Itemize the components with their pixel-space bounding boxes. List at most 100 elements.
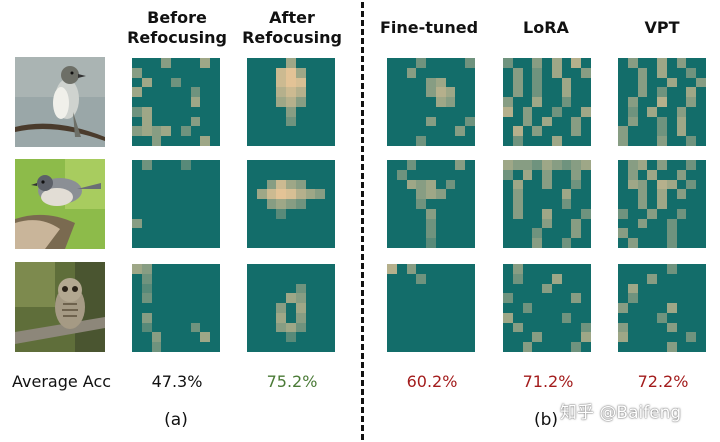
heat-cell — [171, 283, 181, 294]
heat-cell — [325, 264, 335, 274]
heat-cell — [180, 169, 191, 180]
heat-cell — [637, 126, 648, 137]
heat-cell — [141, 136, 152, 146]
heat-cell — [266, 332, 277, 343]
heat-cell — [676, 77, 687, 88]
heat-cell — [647, 322, 658, 333]
heat-cell — [132, 228, 142, 239]
heat-cell — [132, 303, 142, 313]
heat-cell — [247, 87, 257, 98]
heat-cell — [657, 160, 667, 170]
heat-cell — [247, 136, 257, 146]
heat-cell — [151, 264, 162, 274]
heat-cell — [522, 136, 533, 146]
heat-cell — [657, 228, 667, 239]
heat-cell — [696, 283, 706, 294]
heat-cell — [532, 58, 543, 68]
heat-cell — [396, 218, 407, 229]
heat-cell — [465, 199, 475, 209]
heat-cell — [247, 342, 257, 352]
heat-cell — [416, 342, 427, 352]
heat-cell — [180, 332, 191, 343]
heat-cell — [696, 87, 706, 98]
heat-cell — [295, 189, 306, 200]
heat-cell — [141, 199, 152, 209]
heat-cell — [676, 322, 687, 333]
heat-cell — [132, 58, 142, 68]
heat-cell — [286, 322, 296, 333]
heat-cell — [666, 342, 677, 352]
heat-cell — [445, 199, 456, 209]
heat-cell — [387, 228, 397, 239]
heat-cell — [676, 228, 687, 239]
heat-cell — [551, 312, 562, 323]
heat-cell — [161, 342, 172, 352]
heat-cell — [406, 218, 417, 229]
heat-cell — [542, 106, 552, 117]
heat-cell — [305, 208, 316, 219]
heat-cell — [151, 208, 162, 219]
heat-cell — [647, 189, 658, 200]
heat-cell — [180, 238, 191, 248]
heat-cell — [532, 332, 543, 343]
heat-cell — [561, 116, 572, 127]
heat-cell — [247, 179, 257, 190]
heat-cell — [581, 199, 591, 209]
heat-cell — [286, 199, 296, 209]
heat-cell — [305, 273, 316, 284]
heat-cell — [618, 208, 628, 219]
heat-cell — [396, 67, 407, 78]
heat-cell — [618, 283, 628, 294]
heat-cell — [676, 293, 687, 304]
heat-cell — [686, 332, 697, 343]
heat-cell — [647, 87, 658, 98]
heat-cell — [503, 160, 513, 170]
heat-cell — [435, 218, 446, 229]
heat-cell — [503, 136, 513, 146]
heat-cell — [200, 199, 211, 209]
heat-cell — [542, 179, 552, 190]
heat-cell — [627, 87, 638, 98]
heat-cell — [315, 126, 326, 137]
heat-cell — [455, 273, 466, 284]
heat-cell — [657, 67, 667, 78]
heat-cell — [315, 228, 326, 239]
heat-cell — [522, 116, 533, 127]
heat-cell — [571, 283, 582, 294]
heat-cell — [387, 312, 397, 323]
heat-cell — [266, 58, 277, 68]
heat-cell — [503, 312, 513, 323]
heat-cell — [305, 126, 316, 137]
heat-cell — [542, 273, 552, 284]
heat-cell — [256, 342, 267, 352]
heat-cell — [532, 169, 543, 180]
heat-cell — [180, 312, 191, 323]
heat-cell — [647, 160, 658, 170]
heat-cell — [571, 179, 582, 190]
acc-after: 75.2% — [266, 372, 318, 391]
heat-cell — [512, 303, 523, 313]
heat-cell — [696, 189, 706, 200]
heat-cell — [532, 160, 543, 170]
heat-cell — [276, 67, 287, 78]
heat-cell — [627, 303, 638, 313]
heat-cell — [132, 136, 142, 146]
heat-cell — [532, 179, 543, 190]
heat-cell — [416, 199, 427, 209]
heat-cell — [435, 332, 446, 343]
heat-cell — [542, 199, 552, 209]
heat-cell — [256, 312, 267, 323]
heat-cell — [210, 218, 220, 229]
heat-cell — [657, 106, 667, 117]
heat-cell — [276, 208, 287, 219]
heat-cell — [676, 58, 687, 68]
heat-cell — [542, 126, 552, 137]
heat-cell — [190, 293, 201, 304]
heat-cell — [532, 67, 543, 78]
heat-cell — [618, 332, 628, 343]
heat-cell — [171, 238, 181, 248]
heat-cell — [305, 67, 316, 78]
heat-cell — [627, 228, 638, 239]
heatmap-flycatcher-after — [247, 58, 335, 146]
heat-cell — [696, 199, 706, 209]
